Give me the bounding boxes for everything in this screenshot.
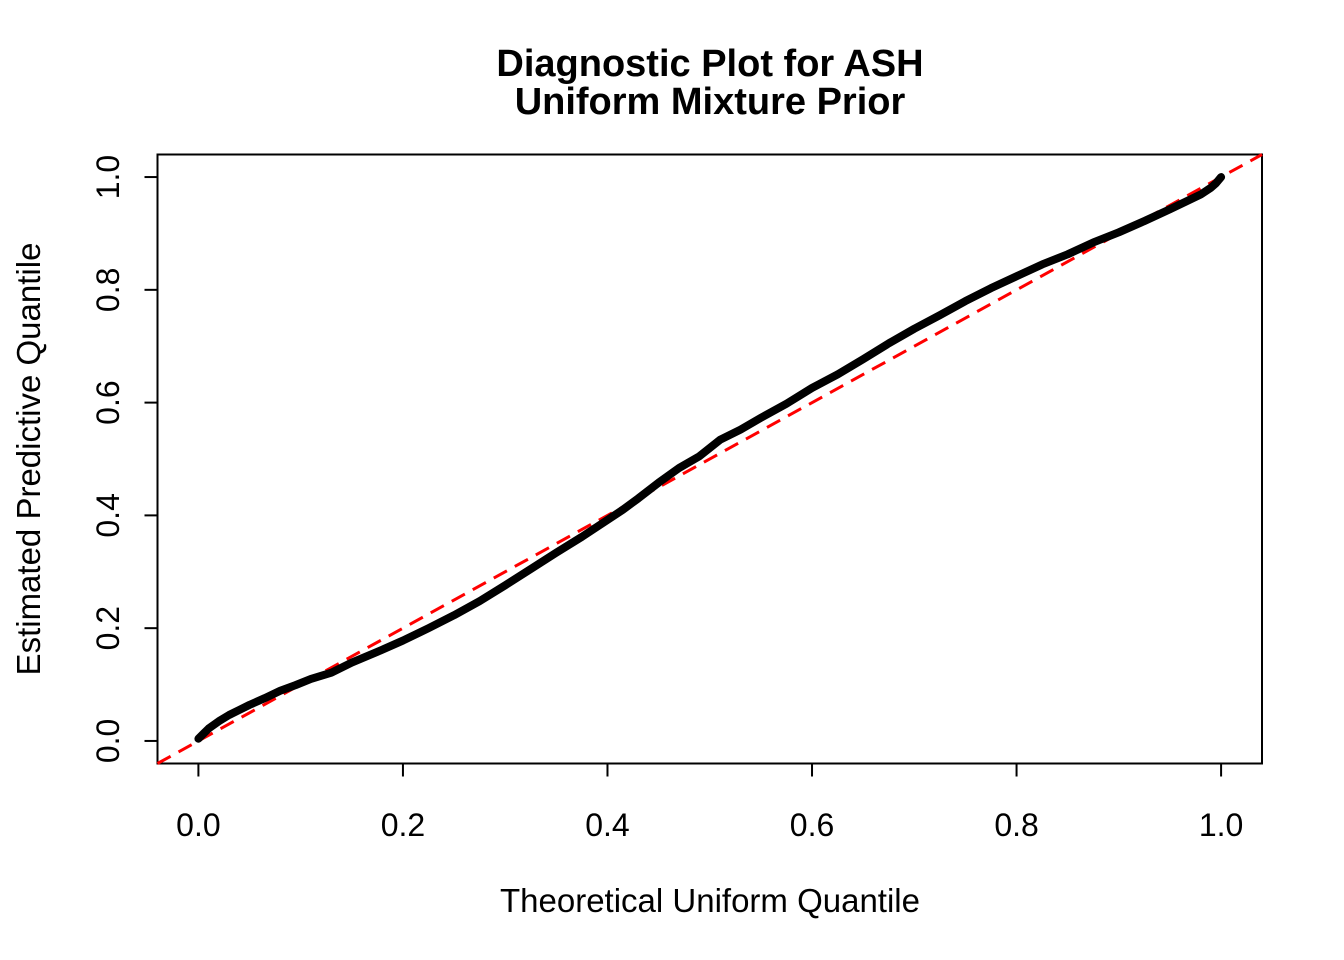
y-tick-label: 0.6: [90, 380, 126, 424]
x-tick-label: 0.0: [176, 807, 220, 843]
x-tick-label: 0.6: [790, 807, 834, 843]
chart-title-line-2: Uniform Mixture Prior: [515, 81, 906, 123]
y-tick-label: 0.2: [90, 606, 126, 650]
qq-curve: [194, 173, 1226, 743]
x-axis-label: Theoretical Uniform Quantile: [500, 882, 920, 919]
reference-diagonal-line: [156, 153, 1263, 765]
plot-border-box: [156, 153, 1263, 765]
x-tick-label: 1.0: [1199, 807, 1243, 843]
x-axis: 0.0 0.2 0.4 0.6 0.8 1.0: [176, 764, 1243, 843]
chart-title-line-1: Diagnostic Plot for ASH: [496, 43, 923, 85]
y-tick-label: 0.8: [90, 268, 126, 312]
x-tick-label: 0.8: [994, 807, 1038, 843]
y-tick-label: 0.4: [90, 493, 126, 537]
x-tick-label: 0.2: [381, 807, 425, 843]
y-axis-label: Estimated Predictive Quantile: [10, 243, 47, 676]
x-tick-label: 0.4: [585, 807, 629, 843]
y-axis: 0.0 0.2 0.4 0.6 0.8 1.0: [90, 155, 157, 763]
y-tick-label: 0.0: [90, 719, 126, 763]
y-tick-label: 1.0: [90, 155, 126, 199]
